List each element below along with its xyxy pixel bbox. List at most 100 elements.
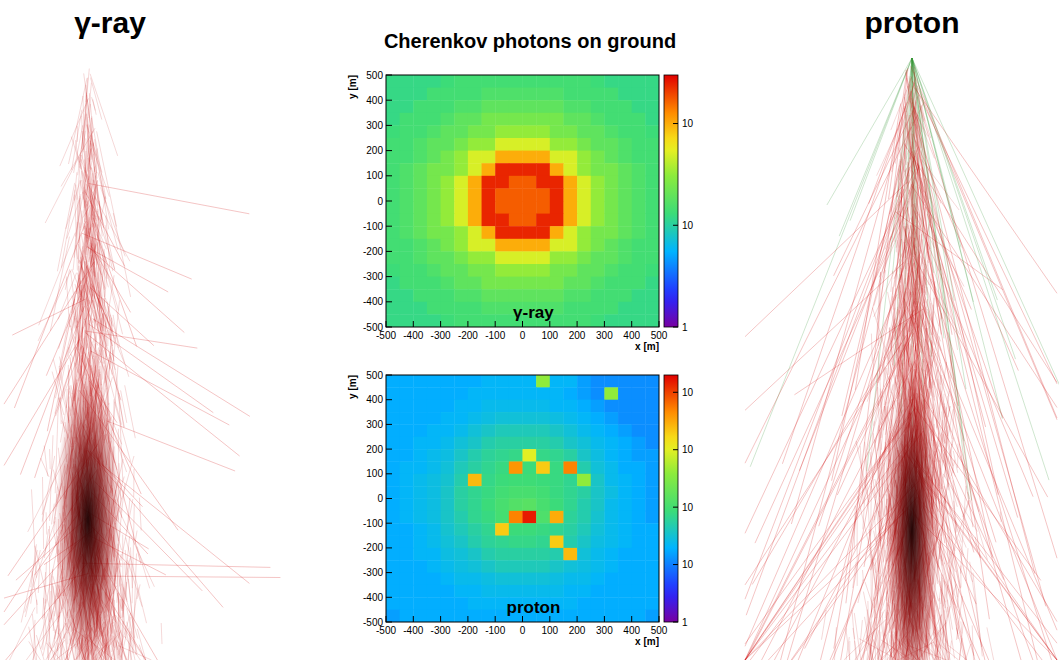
cell <box>441 201 455 214</box>
cell <box>482 610 496 622</box>
cell <box>604 289 618 302</box>
cell <box>536 560 550 573</box>
cell <box>495 289 509 302</box>
cell <box>604 474 618 487</box>
cell <box>645 113 659 126</box>
tick-label: 10 <box>682 387 694 398</box>
cell <box>509 113 523 126</box>
cell <box>604 511 618 524</box>
cell <box>563 151 577 164</box>
cell <box>482 113 496 126</box>
cell <box>441 113 455 126</box>
cell <box>413 264 427 277</box>
cell <box>468 201 482 214</box>
cell <box>427 151 441 164</box>
cell <box>591 214 605 227</box>
cell <box>441 176 455 189</box>
cell <box>386 573 400 586</box>
cell <box>509 75 523 88</box>
cell <box>413 387 427 400</box>
cell <box>604 548 618 561</box>
cell <box>386 610 400 622</box>
cell <box>413 302 427 315</box>
cell <box>482 486 496 499</box>
cell <box>523 523 537 536</box>
cell <box>536 289 550 302</box>
cell <box>523 474 537 487</box>
cell <box>427 412 441 425</box>
cell <box>427 214 441 227</box>
cell <box>577 511 591 524</box>
tick-label: 200 <box>569 330 586 341</box>
cell <box>441 226 455 239</box>
cell <box>413 75 427 88</box>
cell <box>386 251 400 264</box>
cell <box>441 610 455 622</box>
cell <box>550 113 564 126</box>
cell <box>441 573 455 586</box>
cell <box>536 511 550 524</box>
cell <box>604 138 618 151</box>
cell <box>427 523 441 536</box>
cell <box>591 424 605 437</box>
cell <box>468 449 482 462</box>
cell <box>468 560 482 573</box>
cell <box>400 100 414 113</box>
cell <box>427 474 441 487</box>
cell <box>495 226 509 239</box>
cell <box>441 239 455 252</box>
tick-label: -100 <box>485 330 505 341</box>
cell <box>400 548 414 561</box>
cell <box>413 511 427 524</box>
cell <box>523 251 537 264</box>
cell <box>454 151 468 164</box>
cell <box>441 523 455 536</box>
cell <box>441 138 455 151</box>
cell <box>577 239 591 252</box>
cell <box>495 449 509 462</box>
cell <box>645 289 659 302</box>
cell <box>591 437 605 450</box>
cell <box>495 585 509 598</box>
cell <box>563 113 577 126</box>
tick <box>413 616 414 622</box>
cell <box>591 610 605 622</box>
tick <box>386 375 392 376</box>
tick-label: 10 <box>682 502 694 513</box>
cell <box>563 214 577 227</box>
cell <box>645 412 659 425</box>
cell <box>468 100 482 113</box>
cell <box>482 138 496 151</box>
cell <box>536 585 550 598</box>
tick <box>386 523 392 524</box>
cell <box>400 277 414 290</box>
cell <box>427 277 441 290</box>
cell <box>441 560 455 573</box>
cell <box>427 239 441 252</box>
tick-label: 1 <box>682 322 688 333</box>
cell <box>618 412 632 425</box>
cell <box>386 585 400 598</box>
cell <box>468 400 482 413</box>
cell <box>645 125 659 138</box>
cell <box>563 437 577 450</box>
cell <box>550 486 564 499</box>
cell <box>563 239 577 252</box>
cell <box>563 585 577 598</box>
cell <box>645 277 659 290</box>
cell <box>632 486 646 499</box>
cell <box>577 461 591 474</box>
cell <box>591 585 605 598</box>
cell <box>563 75 577 88</box>
cell <box>577 151 591 164</box>
cell <box>482 449 496 462</box>
cell <box>577 610 591 622</box>
cell <box>523 461 537 474</box>
cell <box>604 277 618 290</box>
cell <box>563 251 577 264</box>
cell <box>495 424 509 437</box>
cell <box>645 449 659 462</box>
cell <box>413 226 427 239</box>
cell <box>645 424 659 437</box>
shower-label: proton <box>865 6 960 39</box>
